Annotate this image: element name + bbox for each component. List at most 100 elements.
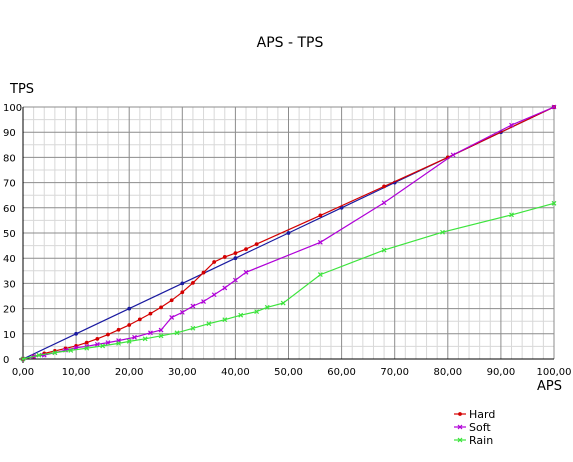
data-point	[206, 321, 212, 327]
data-point	[174, 330, 180, 336]
y-tick-label: 60	[3, 204, 16, 215]
data-point	[339, 205, 344, 210]
legend-item: Soft	[454, 421, 491, 434]
data-point	[233, 251, 238, 256]
data-point	[106, 332, 110, 337]
data-point	[509, 212, 514, 218]
y-tick-label: 0	[3, 355, 9, 366]
data-point	[317, 239, 323, 245]
data-point	[233, 256, 238, 261]
data-point	[382, 184, 386, 189]
data-point	[52, 350, 58, 356]
data-point	[318, 213, 323, 218]
x-tick-label: 10,00	[62, 367, 91, 378]
data-point	[179, 309, 185, 315]
series-group	[20, 104, 557, 362]
data-point	[440, 229, 445, 235]
legend-label: Soft	[469, 421, 491, 434]
data-point	[243, 269, 249, 275]
data-point	[190, 303, 196, 309]
y-tick-label: 20	[3, 305, 16, 316]
data-point	[148, 330, 153, 336]
data-point	[450, 152, 456, 158]
chart-title: APS - TPS	[257, 35, 324, 51]
data-point	[94, 341, 100, 347]
legend-item: Rain	[454, 434, 493, 447]
data-point	[180, 290, 185, 295]
data-point	[551, 104, 557, 110]
y-tick-label: 30	[3, 279, 16, 290]
data-point	[105, 340, 111, 346]
data-point	[158, 327, 164, 333]
data-point	[222, 317, 228, 323]
data-point	[169, 298, 174, 303]
data-point	[222, 285, 228, 291]
data-point	[286, 231, 291, 235]
data-point	[254, 242, 259, 246]
x-tick-label: 40,00	[221, 367, 250, 378]
data-point	[212, 260, 217, 264]
data-point	[132, 334, 137, 340]
data-point	[551, 200, 557, 206]
y-tick-label: 100	[3, 103, 22, 114]
data-point	[509, 122, 514, 128]
x-tick-label: 50,00	[274, 367, 303, 378]
data-point	[127, 323, 132, 327]
x-tick-label: 30,00	[168, 367, 197, 378]
series-line	[22, 106, 555, 360]
data-point	[142, 336, 148, 342]
data-point	[158, 333, 164, 339]
legend-label: Hard	[469, 408, 495, 421]
x-tick-label: 100,00	[537, 367, 572, 378]
legend-marker	[457, 437, 463, 443]
data-point	[116, 340, 122, 346]
data-point	[280, 300, 286, 306]
data-point	[180, 281, 185, 286]
data-point	[84, 345, 90, 351]
x-tick-label: 20,00	[115, 367, 144, 378]
legend-marker	[458, 412, 462, 416]
x-tick-label: 80,00	[433, 367, 462, 378]
data-point	[169, 314, 175, 320]
data-point	[381, 247, 387, 253]
x-axis-label: APS	[537, 379, 562, 394]
y-tick-label: 10	[3, 330, 16, 341]
data-point	[159, 305, 163, 310]
data-point	[84, 340, 89, 345]
data-point	[20, 356, 26, 362]
data-point	[201, 299, 206, 304]
y-tick-label: 70	[3, 179, 16, 190]
data-point	[317, 272, 323, 278]
data-point	[127, 306, 132, 311]
data-point	[254, 309, 260, 315]
data-point	[222, 255, 227, 259]
x-tick-label: 90,00	[487, 367, 516, 378]
series-rain	[20, 200, 557, 362]
data-point	[116, 327, 121, 332]
data-point	[190, 325, 196, 331]
tick-labels: 0,00 10,00 20,00 30,00 40,00 50,00 60,00 70,00 8…	[3, 103, 572, 378]
data-point	[74, 331, 78, 336]
x-tick-label: 70,00	[380, 367, 409, 378]
data-point	[148, 311, 153, 316]
y-tick-label: 40	[3, 254, 16, 265]
data-point	[126, 338, 132, 344]
legend-marker	[457, 424, 463, 430]
y-tick-label: 80	[3, 153, 16, 164]
y-axis-label: TPS	[9, 82, 34, 97]
data-point	[264, 304, 270, 310]
data-point	[238, 312, 244, 318]
data-point	[191, 280, 195, 285]
data-point	[232, 277, 238, 283]
data-point	[68, 348, 74, 353]
data-point	[244, 247, 248, 252]
data-point	[36, 352, 42, 358]
y-tick-label: 50	[3, 229, 16, 240]
grid	[19, 106, 555, 363]
data-point	[95, 336, 100, 341]
legend-item: Hard	[454, 408, 495, 421]
x-tick-label: 0,00	[12, 367, 34, 378]
